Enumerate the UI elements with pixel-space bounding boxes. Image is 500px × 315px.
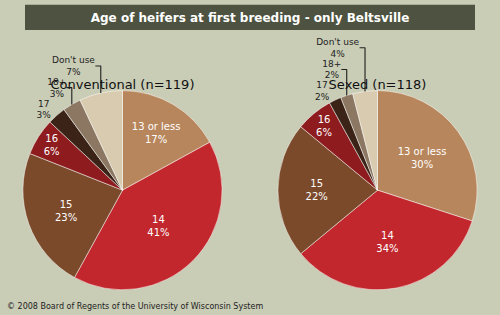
svg-text:1434%: 1434%: [376, 230, 398, 254]
svg-text:Conventional (n=119): Conventional (n=119): [51, 77, 195, 92]
svg-text:© 2008 Board of Regents of the: © 2008 Board of Regents of the Universit…: [7, 302, 263, 311]
svg-text:Don't use7%: Don't use7%: [52, 55, 95, 77]
svg-text:172%: 172%: [315, 80, 330, 102]
svg-text:1441%: 1441%: [147, 214, 169, 238]
svg-text:1523%: 1523%: [55, 199, 77, 223]
svg-text:13 or less30%: 13 or less30%: [398, 146, 447, 170]
svg-text:Don't use4%: Don't use4%: [316, 37, 359, 59]
svg-text:13 or less17%: 13 or less17%: [132, 121, 181, 145]
svg-text:Sexed (n=118): Sexed (n=118): [329, 77, 427, 92]
svg-text:173%: 173%: [36, 99, 51, 121]
svg-text:1522%: 1522%: [306, 178, 328, 202]
svg-text:18+2%: 18+2%: [322, 59, 341, 81]
svg-text:166%: 166%: [44, 133, 60, 157]
svg-text:Age of heifers at first breedi: Age of heifers at first breeding - only …: [91, 11, 410, 25]
svg-text:18+3%: 18+3%: [47, 77, 66, 99]
svg-text:166%: 166%: [316, 114, 332, 138]
